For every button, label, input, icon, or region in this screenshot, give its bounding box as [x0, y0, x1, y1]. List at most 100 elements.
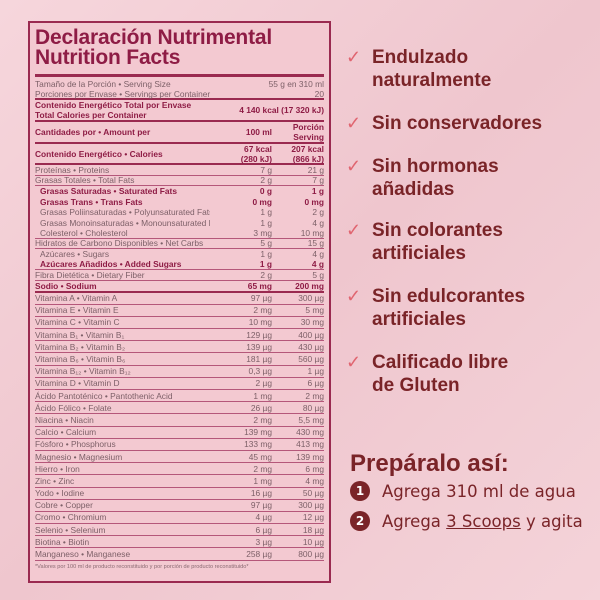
- table-row: Calcio • Calcium 139 mg 430 mg: [35, 427, 324, 439]
- check-icon: ✓: [346, 352, 362, 372]
- nutrient-value: 3 mg: [253, 227, 272, 238]
- nutrient-value: 181 µg: [246, 354, 272, 365]
- value: 55 g en 310 ml: [268, 79, 324, 89]
- serving-size-row: Tamaño de la Porción • Serving Size 55 g …: [35, 79, 324, 89]
- nutrient-label: Vitamina B₁ • Vitamin B₁: [35, 329, 125, 340]
- nutrient-label: Grasas Saturadas • Saturated Fats: [40, 186, 177, 197]
- step-text: Agrega: [382, 511, 447, 531]
- nutrient-label: Hidratos de Carbono Disponibles • Net Ca…: [35, 238, 204, 249]
- nutrient-value: 400 µg: [298, 329, 324, 340]
- c1: 67 kcal: [244, 143, 272, 154]
- nutrient-value: 6 mg: [305, 463, 324, 474]
- nutrient-value: 65 mg: [247, 280, 272, 291]
- nutrient-value: 1 g: [311, 186, 324, 197]
- feature-text: naturalmente: [372, 70, 492, 91]
- nutrient-label: Grasas Trans • Trans Fats: [40, 196, 143, 207]
- nutrient-value: 0 mg: [252, 196, 272, 207]
- check-icon: ✓: [346, 156, 362, 176]
- table-row: Ácido Fólico • Folate 26 µg 80 µg: [35, 402, 324, 415]
- nutrient-value: 0 g: [259, 186, 272, 197]
- nutrient-value: 1 mg: [253, 390, 272, 401]
- nutrient-label: Magnesio • Magnesium: [35, 451, 123, 462]
- nutrient-value: 6 µg: [307, 378, 324, 389]
- nutrient-value: 5 g: [260, 238, 272, 249]
- feature-text: Sin hormonas: [372, 156, 499, 177]
- nutrient-label: Cobre • Copper: [35, 500, 93, 511]
- feature-item: ✓ Calificado libre de Gluten: [346, 351, 508, 397]
- value: 4 140 kcal (17 320 kJ): [239, 105, 324, 115]
- check-icon: ✓: [346, 220, 362, 240]
- feature-text: artificiales: [372, 243, 466, 264]
- nutrient-label: Zinc • Zinc: [35, 475, 75, 486]
- nutrient-value: 2 g: [260, 269, 272, 280]
- nutrient-label: Hierro • Iron: [35, 463, 80, 474]
- step-item: 2 Agrega 3 Scoops y agita: [350, 511, 583, 531]
- nutrient-label: Sodio • Sodium: [35, 280, 97, 291]
- c2: 207 kcal: [291, 143, 324, 154]
- table-row: Hierro • Iron 2 mg 6 mg: [35, 463, 324, 476]
- table-row: Magnesio • Magnesium 45 mg 139 mg: [35, 451, 324, 464]
- nutrient-value: 430 mg: [296, 427, 324, 438]
- nutrient-value: 430 µg: [298, 341, 324, 352]
- nutrient-label: Fósforo • Phosphorus: [35, 439, 116, 450]
- nutrient-value: 2 g: [312, 207, 324, 218]
- scoops-link[interactable]: 3 Scoops: [446, 511, 521, 531]
- table-row: Vitamina B₂ • Vitamin B₂ 139 µg 430 µg: [35, 341, 324, 354]
- feature-text: artificiales: [372, 309, 466, 330]
- table-row: Niacina • Niacin 2 mg 5,5 mg: [35, 414, 324, 427]
- nutrient-value: 258 µg: [246, 549, 272, 560]
- nutrient-value: 80 µg: [302, 402, 324, 413]
- check-icon: ✓: [346, 113, 362, 133]
- nutrient-label: Manganeso • Manganese: [35, 549, 131, 560]
- nutrient-value: 4 µg: [255, 512, 272, 523]
- nutrient-value: 97 µg: [250, 293, 272, 304]
- table-row: Fósforo • Phosphorus 133 mg 413 mg: [35, 439, 324, 451]
- nutrient-value: 1 µg: [307, 366, 324, 377]
- label: Cantidades por • Amount per: [35, 127, 151, 137]
- nutrient-label: Yodo • Iodine: [35, 488, 85, 499]
- nutrient-label: Niacina • Niacin: [35, 414, 94, 425]
- nutrient-label: Vitamina A • Vitamin A: [35, 293, 118, 304]
- table-row: Colesterol • Cholesterol 3 mg 10 mg: [35, 228, 324, 239]
- nutrient-value: 1 g: [260, 217, 272, 228]
- nutrient-label: Azúcares Añadidos • Added Sugars: [40, 259, 182, 270]
- step-item: 1 Agrega 310 ml de agua: [350, 481, 576, 501]
- table-row: Zinc • Zinc 1 mg 4 mg: [35, 475, 324, 488]
- nutrient-value: 0 mg: [304, 196, 324, 207]
- nutrient-label: Vitamina C • Vitamin C: [35, 317, 120, 328]
- table-row: Yodo • Iodine 16 µg 50 µg: [35, 488, 324, 500]
- table-row: Fibra Dietética • Dietary Fiber 2 g 5 g: [35, 270, 324, 281]
- title-en: Nutrition Facts: [35, 46, 181, 69]
- feature-text: de Gluten: [372, 375, 460, 396]
- step-number-icon: 2: [350, 511, 370, 531]
- nutrient-value: 2 mg: [253, 414, 272, 425]
- nutrient-value: 7 g: [312, 175, 324, 186]
- c2-kj: (866 kJ): [292, 153, 324, 164]
- nutrient-label: Vitamina B₁₂ • Vitamin B₁₂: [35, 366, 131, 377]
- label: Porciones por Envase • Servings per Cont…: [35, 88, 211, 99]
- nutrient-value: 45 mg: [248, 451, 272, 462]
- feature-item: ✓ Sin hormonas añadidas: [346, 155, 499, 201]
- feature-item: ✓ Sin conservadores: [346, 112, 542, 135]
- label: Tamaño de la Porción • Serving Size: [35, 79, 171, 89]
- table-row: Grasas Totales • Total Fats 2 g 7 g: [35, 175, 324, 186]
- nutrient-value: 10 mg: [300, 227, 324, 238]
- feature-text: añadidas: [372, 179, 455, 200]
- calories-row: Contenido Energético • Calories 67 kcal (2…: [35, 144, 324, 165]
- table-row: Biotina • Biotin 3 µg 10 µg: [35, 536, 324, 549]
- nutrient-value: 139 mg: [244, 427, 272, 438]
- nutrient-value: 7 g: [260, 164, 272, 175]
- footnote: *Valores por 100 ml de producto reconsti…: [35, 563, 249, 570]
- nutrient-value: 18 µg: [302, 524, 324, 535]
- nutrient-value: 2 mg: [253, 305, 272, 316]
- table-row: Cromo • Chromium 4 µg 12 µg: [35, 512, 324, 525]
- label: Contenido Energético • Calories: [35, 148, 163, 159]
- feature-text: Sin colorantes: [372, 220, 503, 241]
- step-number-icon: 1: [350, 481, 370, 501]
- nutrient-value: 4 g: [312, 217, 324, 228]
- nutrient-label: Ácido Fólico • Folate: [35, 402, 112, 413]
- label: Contenido Energético Total por Envase: [35, 100, 192, 110]
- feature-text: Sin conservadores: [372, 113, 543, 134]
- table-row: Vitamina C • Vitamin C 10 mg 30 mg: [35, 317, 324, 330]
- feature-text: Endulzado: [372, 47, 469, 68]
